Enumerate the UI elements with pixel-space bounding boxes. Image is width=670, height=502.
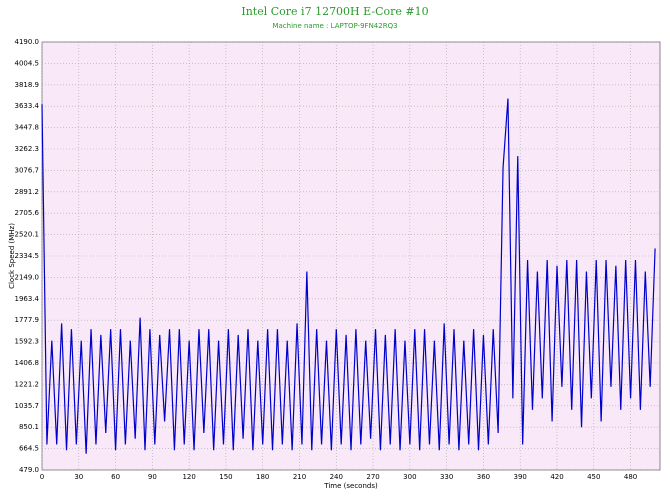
x-tick-label: 450 <box>587 473 600 481</box>
y-tick-label: 1592.3 <box>15 338 40 346</box>
x-axis-label: Time (seconds) <box>323 482 378 490</box>
x-tick-label: 480 <box>624 473 637 481</box>
y-tick-label: 4190.0 <box>15 38 40 46</box>
x-tick-label: 390 <box>514 473 527 481</box>
y-tick-label: 850.1 <box>19 423 39 431</box>
x-tick-label: 330 <box>440 473 453 481</box>
x-tick-label: 120 <box>182 473 195 481</box>
y-tick-label: 3818.9 <box>15 81 40 89</box>
x-tick-label: 240 <box>330 473 343 481</box>
y-tick-label: 3447.8 <box>15 124 40 132</box>
y-axis-label: Clock Speed (MHz) <box>8 223 16 289</box>
chart-subtitle: Machine name : LAPTOP-9FN42RQ3 <box>272 22 397 30</box>
x-tick-label: 420 <box>550 473 563 481</box>
y-tick-label: 664.5 <box>19 445 39 453</box>
x-tick-label: 360 <box>477 473 490 481</box>
y-tick-label: 3633.4 <box>15 102 40 110</box>
data-line <box>41 98 656 454</box>
y-tick-label: 2334.5 <box>15 252 40 260</box>
x-tick-label: 150 <box>219 473 232 481</box>
y-tick-label: 2520.1 <box>15 231 40 239</box>
y-tick-label: 2705.6 <box>15 209 40 217</box>
y-tick-label: 1406.8 <box>15 359 40 367</box>
x-tick-label: 60 <box>111 473 120 481</box>
x-tick-label: 300 <box>403 473 416 481</box>
x-tick-label: 90 <box>148 473 157 481</box>
x-tick-label: 270 <box>366 473 379 481</box>
x-tick-label: 210 <box>293 473 306 481</box>
x-tick-label: 30 <box>74 473 83 481</box>
y-tick-label: 1035.7 <box>15 402 40 410</box>
y-tick-label: 2891.2 <box>15 188 40 196</box>
y-tick-label: 2149.0 <box>15 273 40 281</box>
y-tick-label: 1221.2 <box>15 380 40 388</box>
y-tick-label: 3262.3 <box>15 145 40 153</box>
y-tick-label: 1777.9 <box>15 316 40 324</box>
chart-title: Intel Core i7 12700H E-Core #10 <box>241 5 428 18</box>
x-tick-label: 0 <box>40 473 44 481</box>
y-tick-label: 4004.5 <box>15 59 40 67</box>
y-tick-label: 479.0 <box>19 466 39 474</box>
y-tick-label: 1963.4 <box>15 295 40 303</box>
y-tick-label: 3076.7 <box>15 166 40 174</box>
x-tick-label: 180 <box>256 473 269 481</box>
